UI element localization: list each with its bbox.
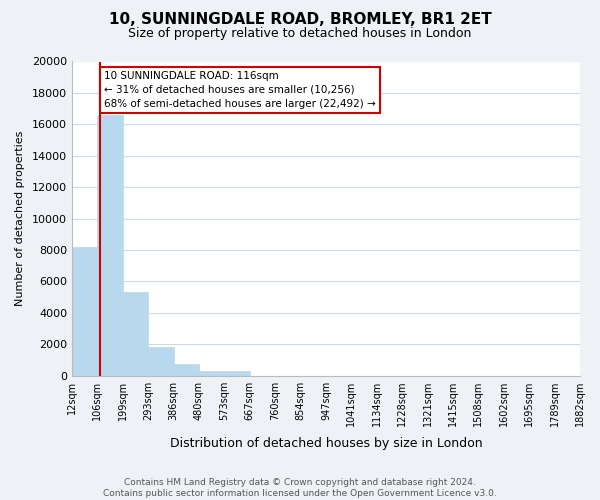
Bar [173,364,199,376]
Bar [123,292,148,376]
X-axis label: Distribution of detached houses by size in London: Distribution of detached houses by size … [170,437,482,450]
Text: Size of property relative to detached houses in London: Size of property relative to detached ho… [128,28,472,40]
Bar [199,371,224,376]
Bar [97,115,123,376]
Bar [72,247,97,376]
Text: Contains HM Land Registry data © Crown copyright and database right 2024.
Contai: Contains HM Land Registry data © Crown c… [103,478,497,498]
Bar [224,371,250,376]
Y-axis label: Number of detached properties: Number of detached properties [15,131,25,306]
Text: 10, SUNNINGDALE ROAD, BROMLEY, BR1 2ET: 10, SUNNINGDALE ROAD, BROMLEY, BR1 2ET [109,12,491,28]
Text: 10 SUNNINGDALE ROAD: 116sqm
← 31% of detached houses are smaller (10,256)
68% of: 10 SUNNINGDALE ROAD: 116sqm ← 31% of det… [104,71,376,109]
Bar [148,348,173,376]
